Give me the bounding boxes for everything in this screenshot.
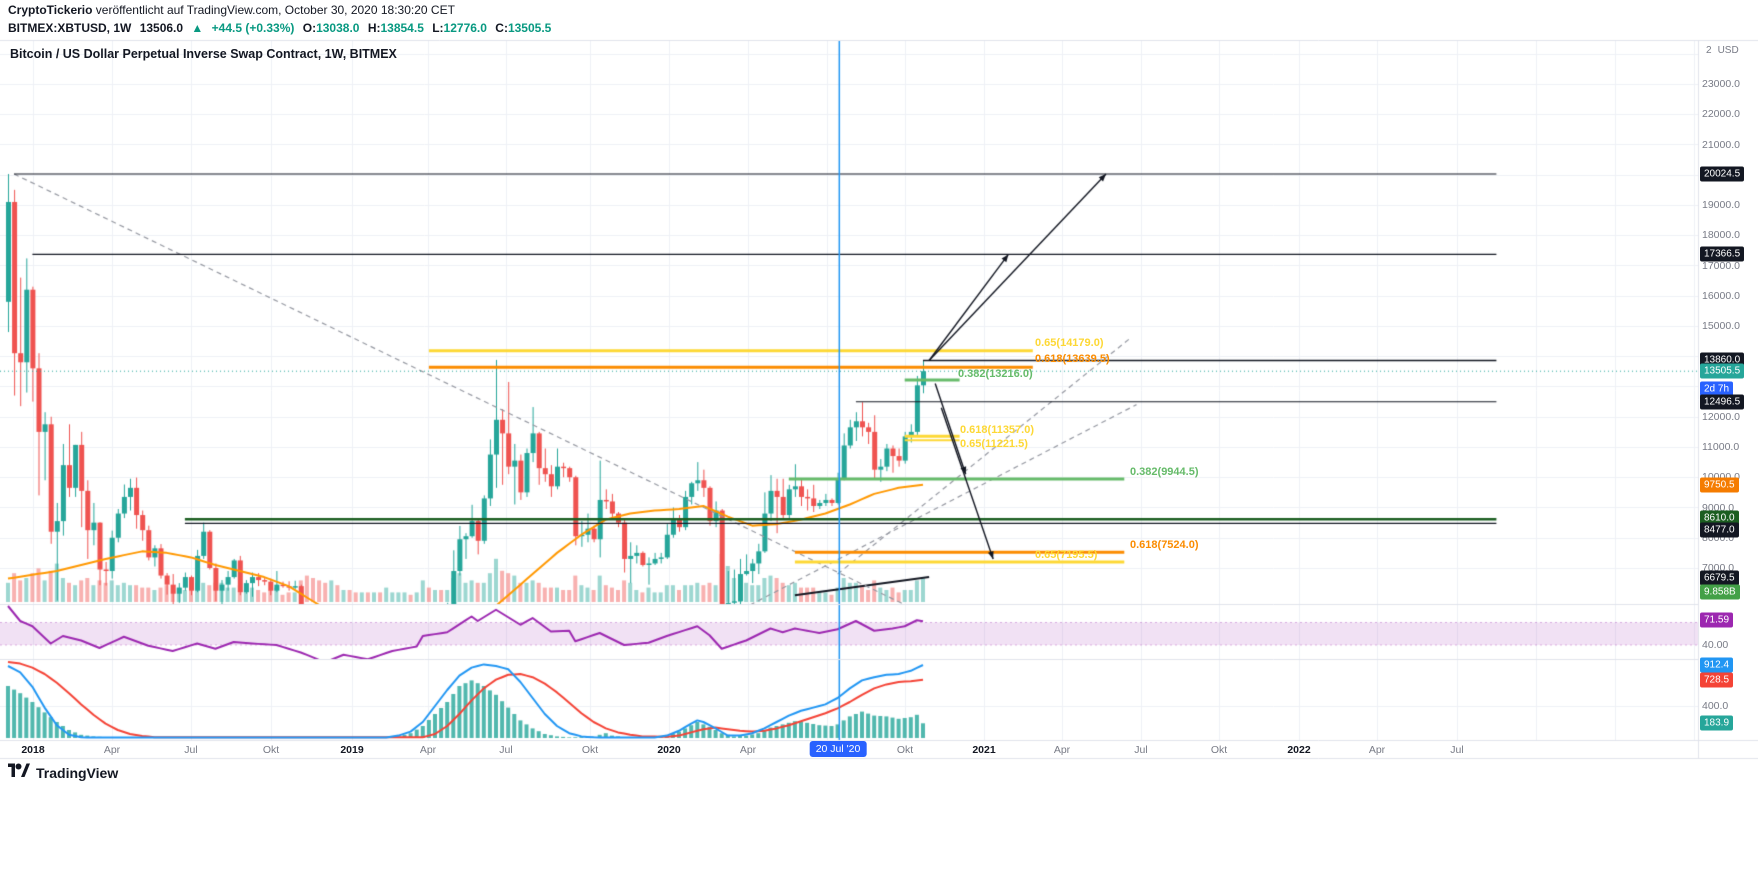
- tradingview-link[interactable]: TradingView: [8, 762, 118, 783]
- scale-mode: 2: [1706, 45, 1712, 56]
- tradingview-logo-text: TradingView: [36, 764, 119, 781]
- price-scale-unit-button[interactable]: 2 USD: [1706, 45, 1745, 56]
- tradingview-logo-icon: [8, 762, 30, 783]
- scale-currency: USD: [1717, 45, 1739, 56]
